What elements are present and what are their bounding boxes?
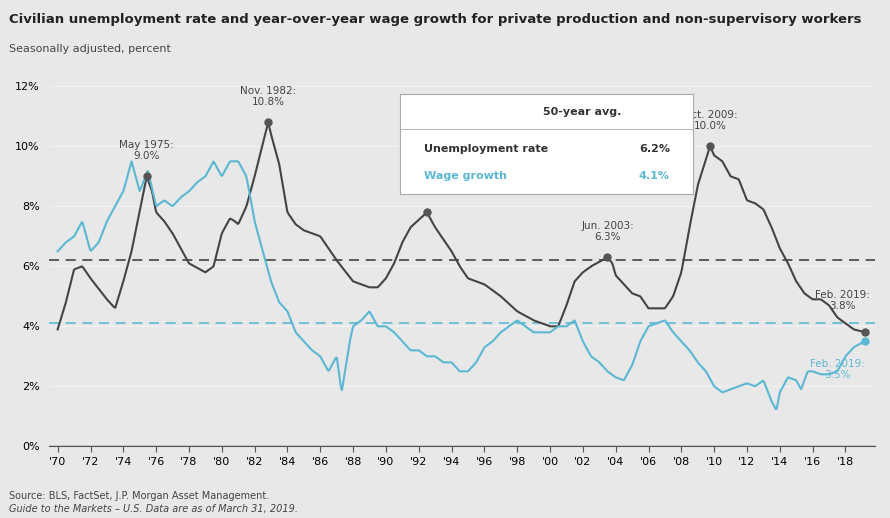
Text: Feb. 2019:
3.8%: Feb. 2019: 3.8% — [814, 290, 870, 311]
Text: Guide to the Markets – U.S. Data are as of March 31, 2019.: Guide to the Markets – U.S. Data are as … — [9, 504, 298, 514]
Text: Feb. 2019:
3.5%: Feb. 2019: 3.5% — [810, 359, 865, 380]
Text: Jun. 1992:
7.8%: Jun. 1992: 7.8% — [400, 176, 453, 197]
Text: Nov. 1982:
10.8%: Nov. 1982: 10.8% — [240, 86, 296, 107]
Text: Oct. 2009:
10.0%: Oct. 2009: 10.0% — [683, 110, 737, 132]
Text: Civilian unemployment rate and year-over-year wage growth for private production: Civilian unemployment rate and year-over… — [9, 13, 862, 26]
Text: May 1975:
9.0%: May 1975: 9.0% — [119, 140, 174, 161]
Text: Jun. 2003:
6.3%: Jun. 2003: 6.3% — [581, 221, 634, 242]
Text: Source: BLS, FactSet, J.P. Morgan Asset Management.: Source: BLS, FactSet, J.P. Morgan Asset … — [9, 492, 269, 501]
Text: Seasonally adjusted, percent: Seasonally adjusted, percent — [9, 44, 171, 54]
